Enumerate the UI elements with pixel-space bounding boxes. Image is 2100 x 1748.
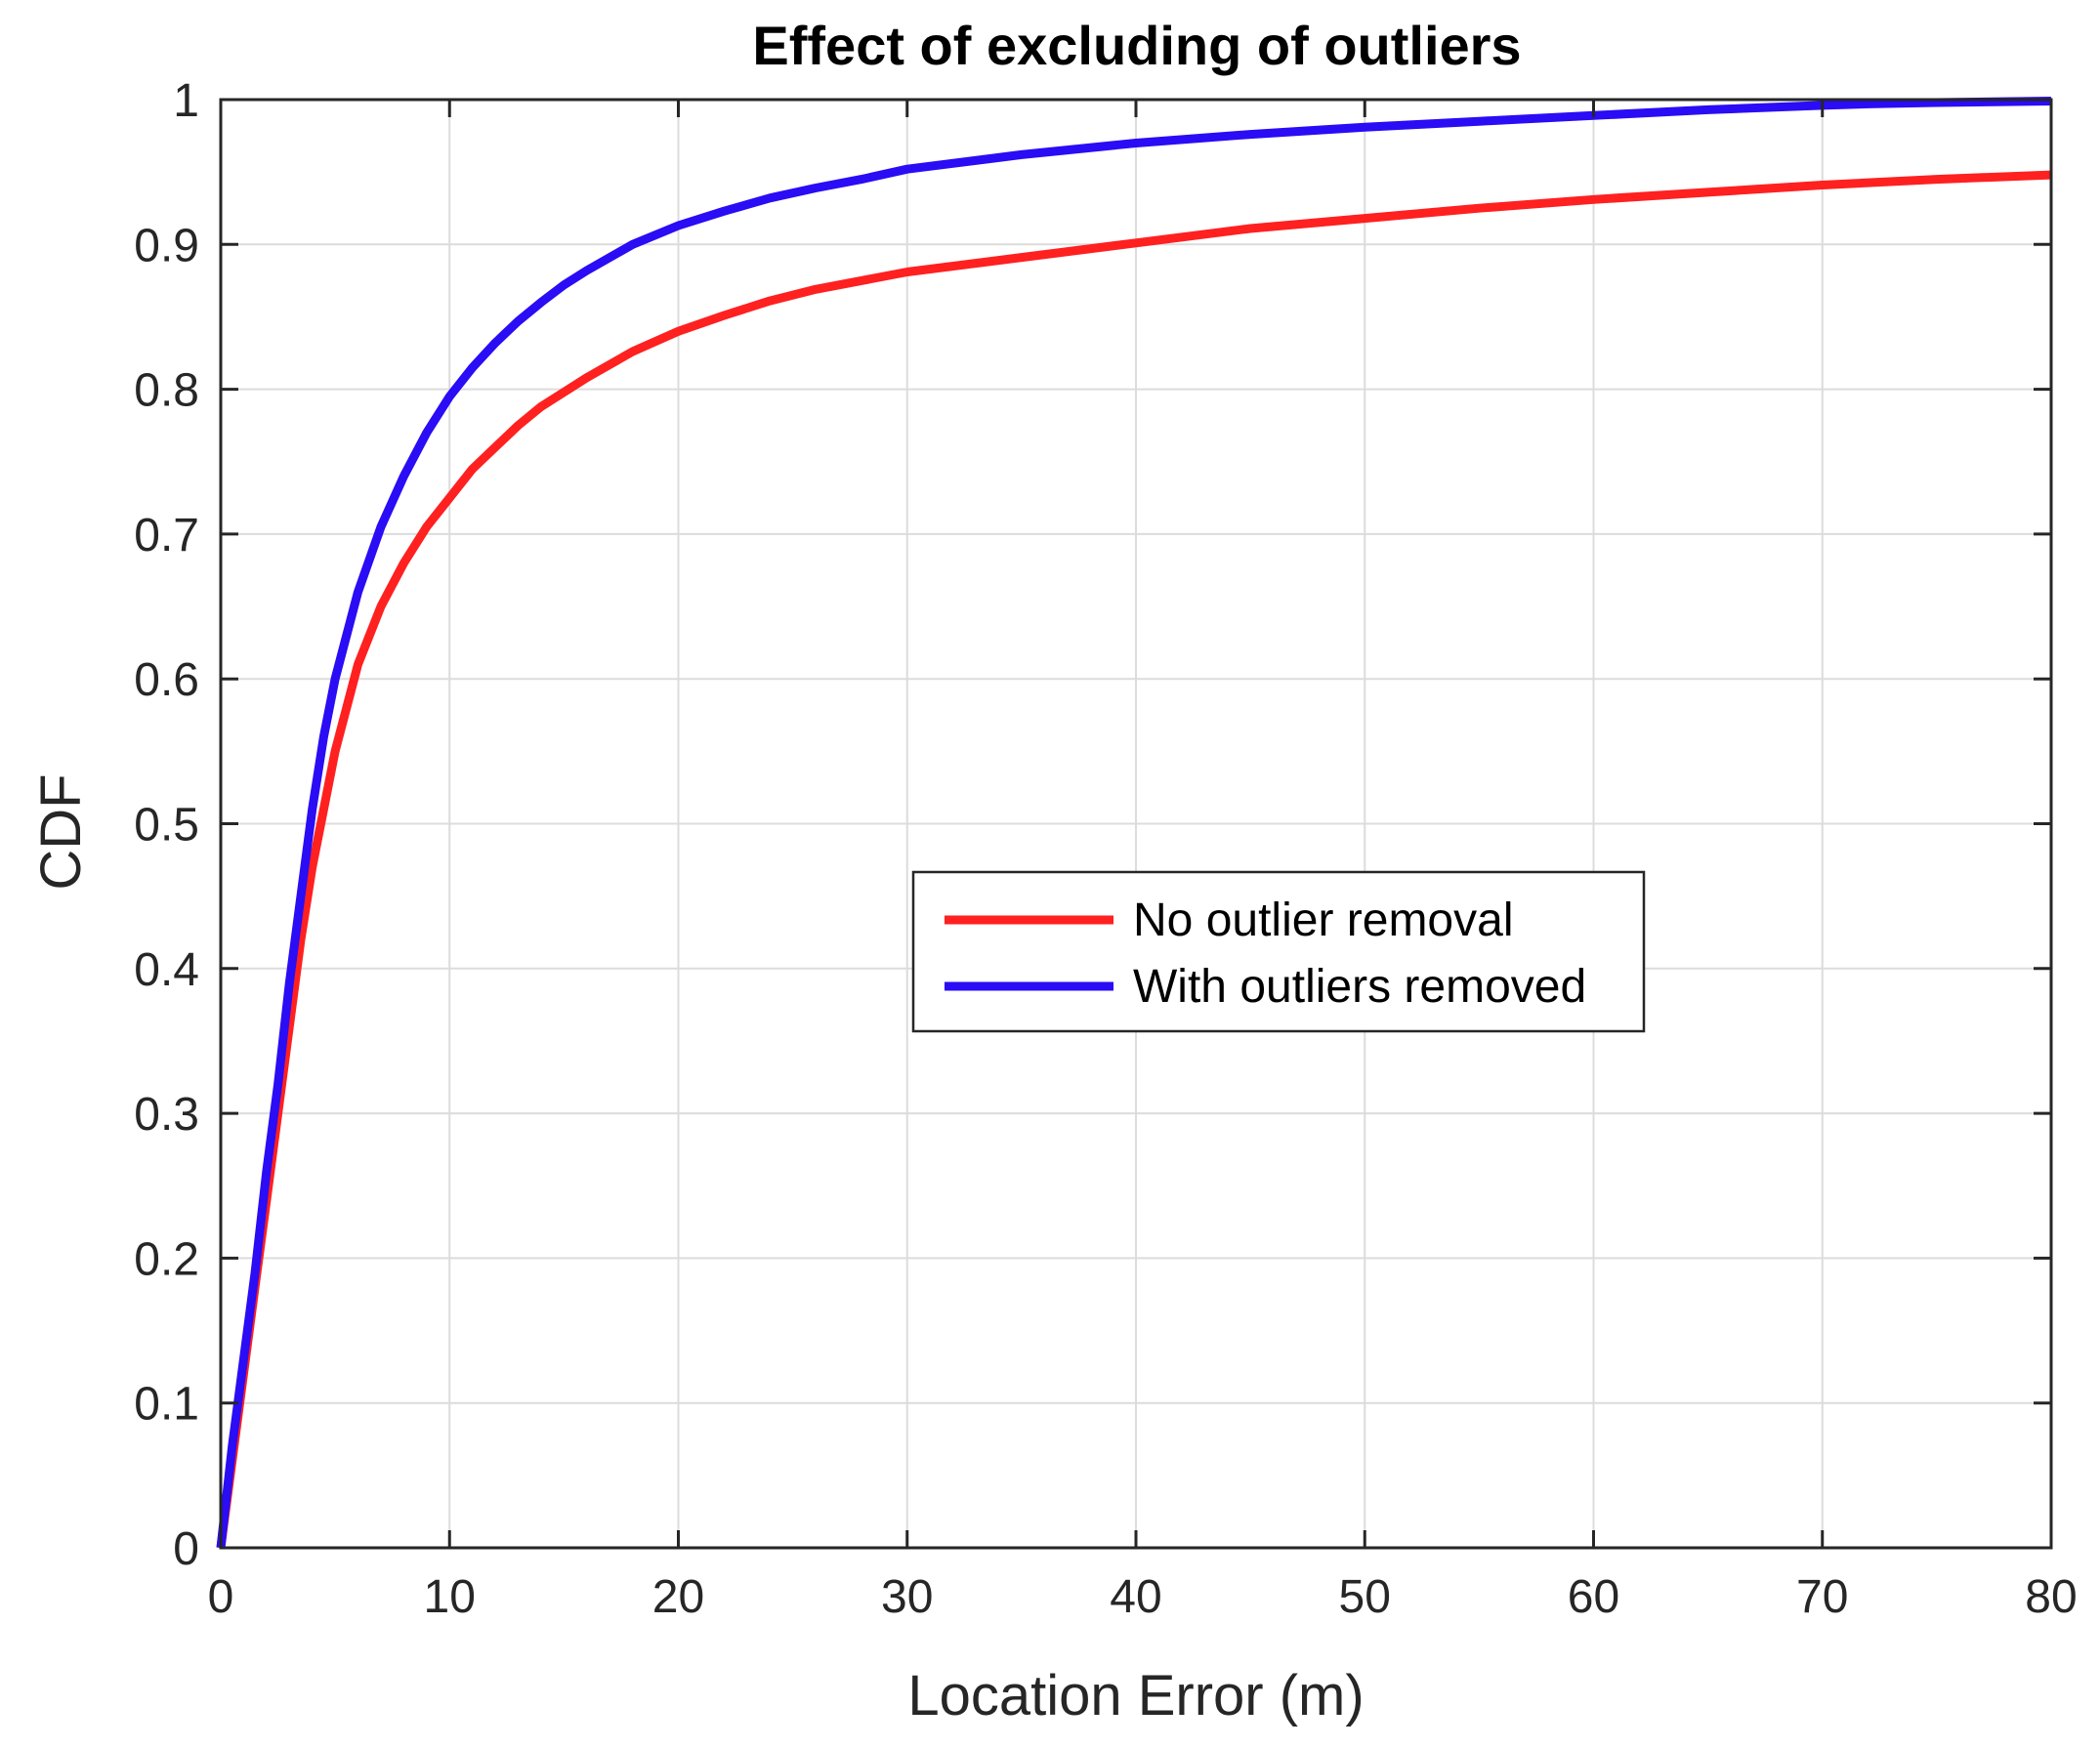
legend-label-no-outlier-removal: No outlier removal xyxy=(1133,895,1513,946)
y-tick-label: 0.3 xyxy=(134,1089,199,1141)
y-tick-label: 0 xyxy=(173,1523,199,1575)
series-lines xyxy=(216,97,2052,1549)
y-tick-label: 0.9 xyxy=(134,220,199,271)
y-tick-label: 0.2 xyxy=(134,1233,199,1285)
y-tick-label: 0.6 xyxy=(134,654,199,706)
y-tick-label: 0.5 xyxy=(134,800,199,852)
x-tick-label: 40 xyxy=(1110,1571,1161,1623)
x-tick-label: 80 xyxy=(2025,1571,2077,1623)
x-tick-label: 20 xyxy=(652,1571,704,1623)
legend-label-with-outliers-removed: With outliers removed xyxy=(1133,961,1586,1013)
y-tick-label: 0.7 xyxy=(134,510,199,562)
y-tick-label: 0.1 xyxy=(134,1379,199,1431)
ticks: 0 10 20 30 40 50 60 70 80 0 0.1 0.2 0.3 0.4 0.5 0.6 0.7 0… xyxy=(134,75,2077,1623)
y-tick-label: 0.8 xyxy=(134,365,199,417)
x-tick-label: 30 xyxy=(881,1571,933,1623)
x-tick-label: 10 xyxy=(424,1571,476,1623)
legend-box xyxy=(911,870,1646,1033)
legend: No outlier removal With outliers removed xyxy=(911,870,1646,1033)
x-tick-label: 70 xyxy=(1796,1571,1848,1623)
x-axis-label: Location Error (m) xyxy=(907,1664,1364,1727)
series-line-no-outlier-removal xyxy=(216,170,2052,1549)
y-tick-label: 1 xyxy=(173,75,199,127)
chart-title: Effect of excluding of outliers xyxy=(752,15,1521,76)
series-line-with-outliers-removed xyxy=(216,97,2052,1549)
y-axis-label: CDF xyxy=(29,773,93,890)
x-tick-label: 0 xyxy=(208,1571,234,1623)
y-tick-label: 0.4 xyxy=(134,944,199,996)
x-tick-label: 60 xyxy=(1568,1571,1619,1623)
x-tick-label: 50 xyxy=(1339,1571,1391,1623)
